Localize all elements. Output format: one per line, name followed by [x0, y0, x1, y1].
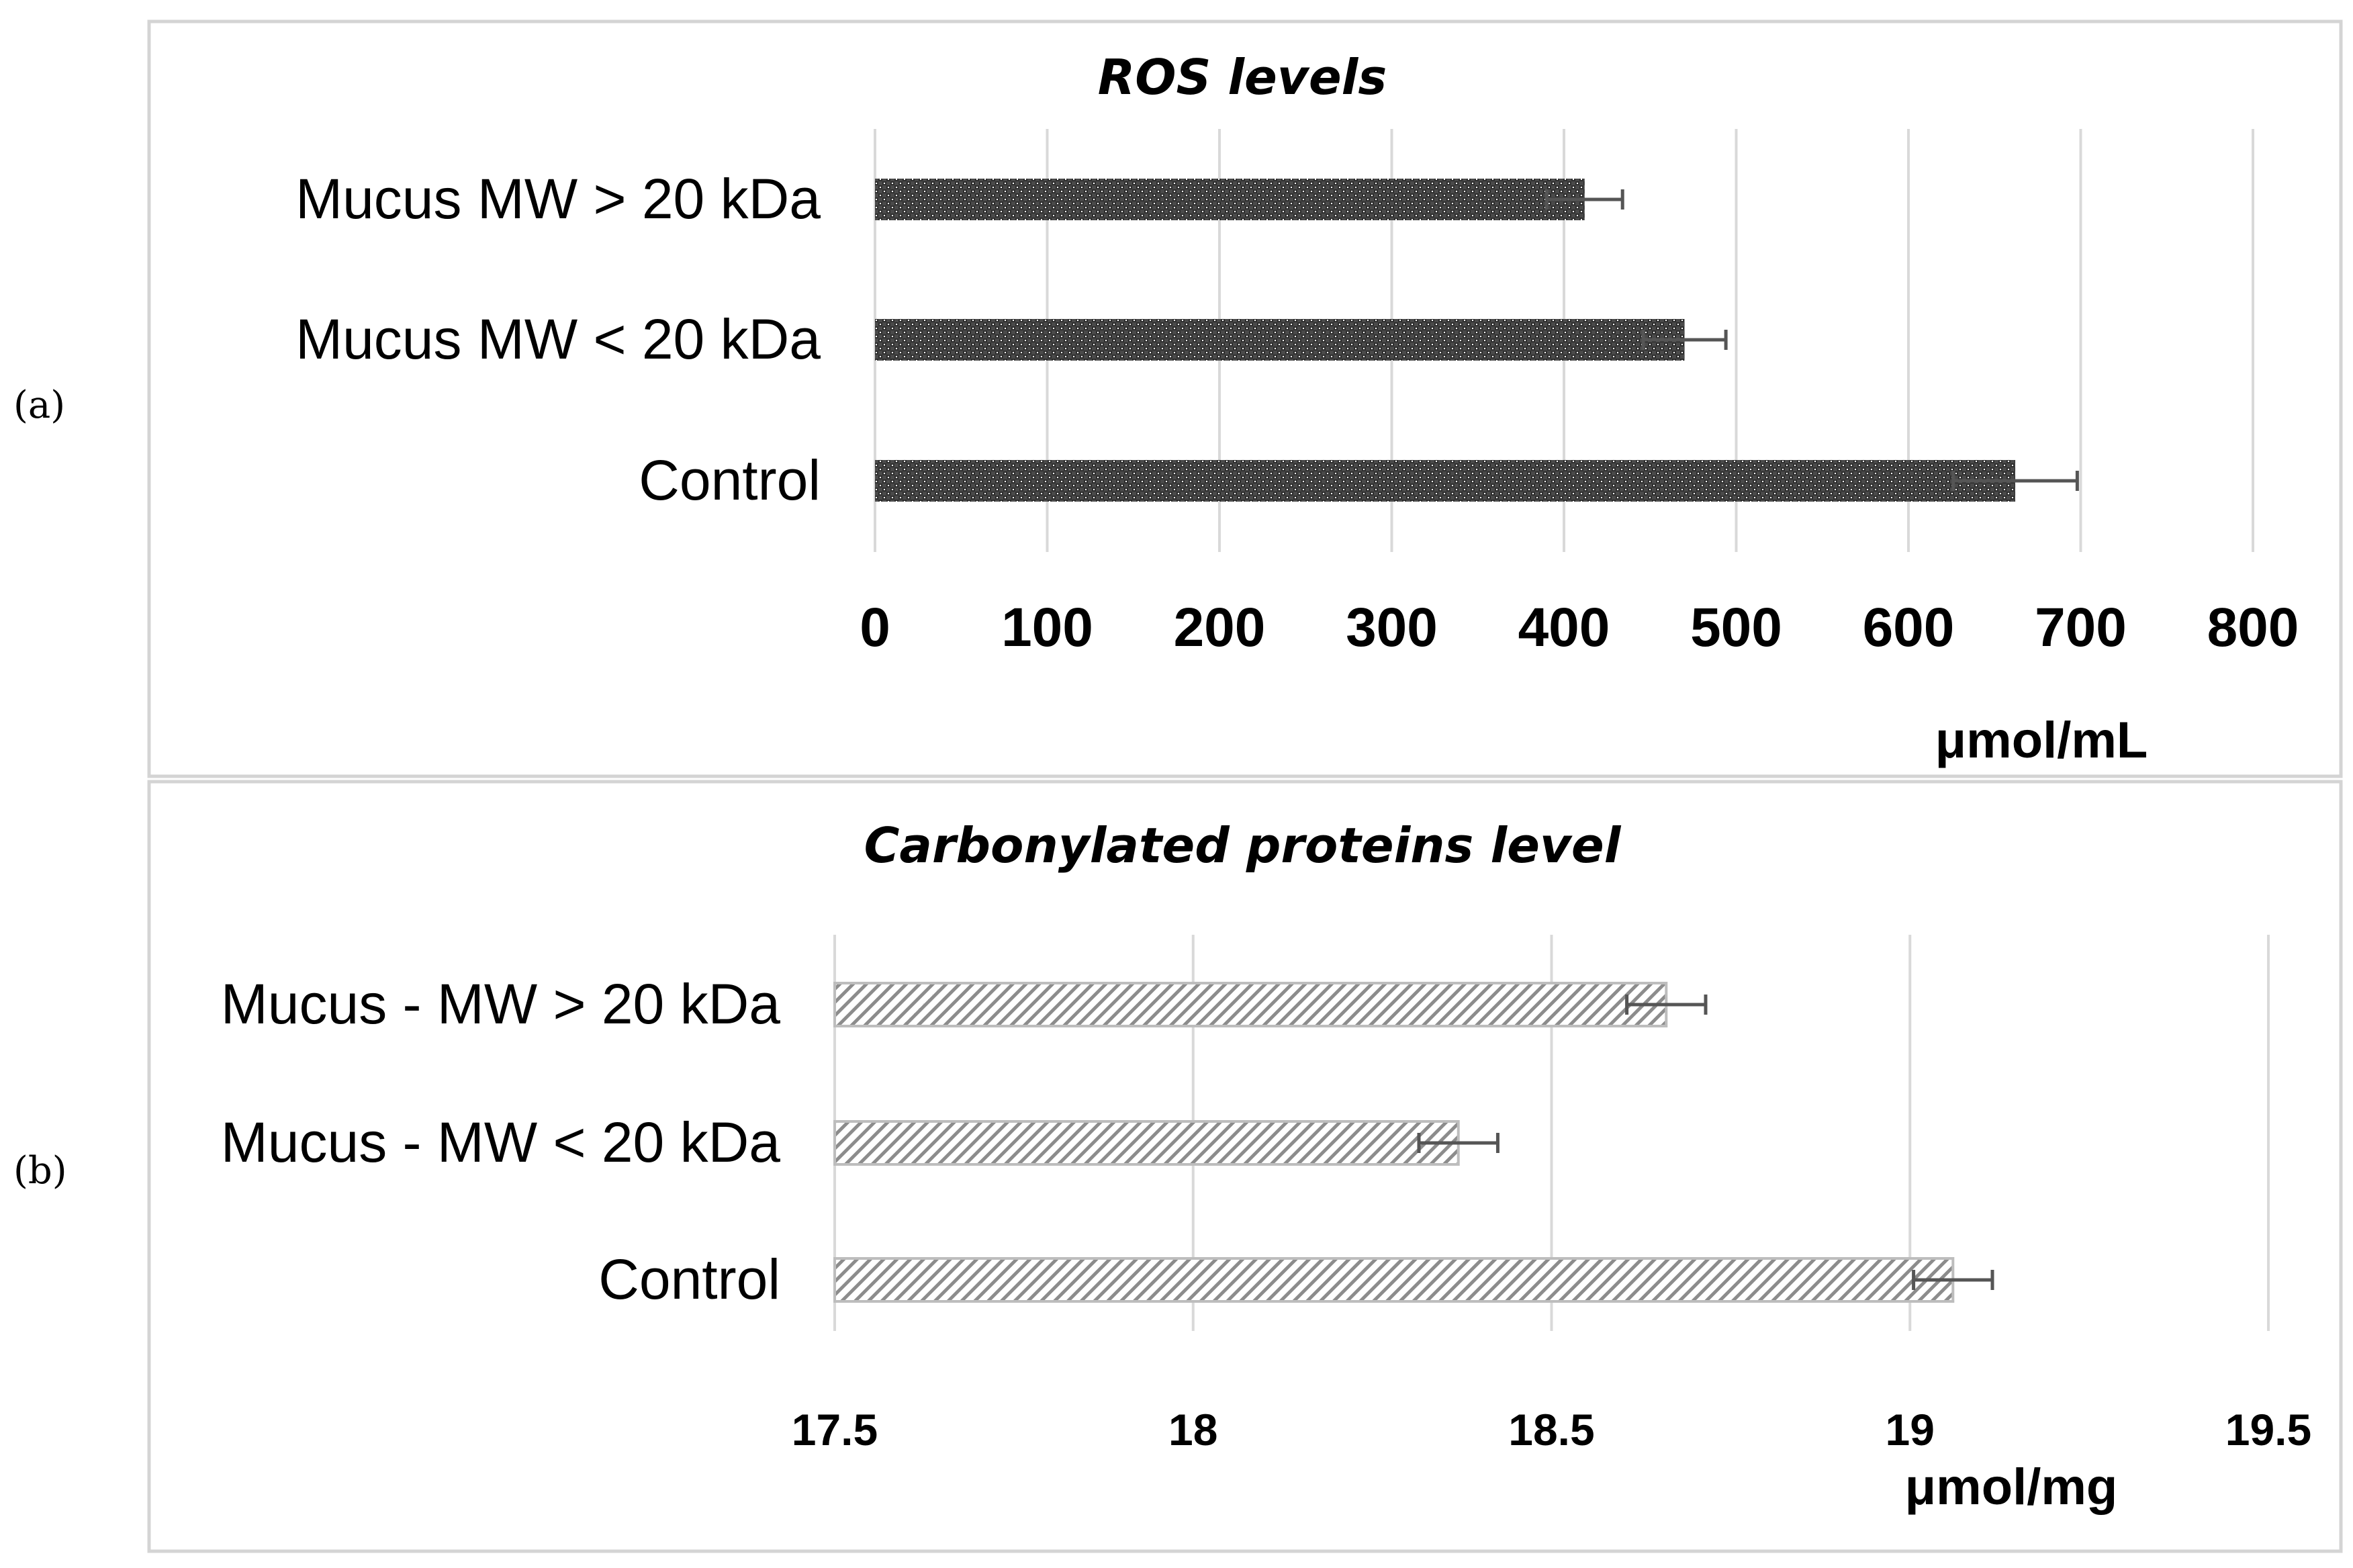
chart-b-tick-label: 17.5: [792, 1405, 878, 1455]
chart-b-category-label: Mucus - MW < 20 kDa: [221, 1111, 780, 1174]
panel-a-label: (a): [13, 383, 65, 427]
chart-a-tick-label: 800: [2207, 597, 2299, 658]
chart-a-error-bar: [1544, 189, 1624, 210]
chart-b-error-bar: [1625, 995, 1708, 1015]
chart-b-title: Carbonylated proteins level: [864, 817, 1622, 874]
chart-b-category-label: Control: [598, 1248, 780, 1311]
chart-b-category-label: Mucus - MW > 20 kDa: [221, 972, 780, 1035]
chart-b-error-bar: [1912, 1270, 1994, 1290]
chart-a-category-label: Mucus MW < 20 kDa: [295, 308, 821, 371]
chart-a-error-bar: [1951, 471, 2079, 491]
panel-a-frame: [147, 19, 2343, 778]
chart-a-bar: [875, 179, 1585, 220]
chart-a-bar: [875, 460, 2016, 502]
chart-b-tick-label: 19: [1886, 1405, 1935, 1455]
chart-b-bar: [833, 982, 1668, 1027]
chart-b-bar: [833, 1120, 1460, 1166]
chart-b-tick-label: 18: [1168, 1405, 1217, 1455]
chart-a-x-axis-label: μmol/mL: [1935, 712, 2148, 769]
chart-a-tick-label: 0: [860, 597, 890, 658]
chart-a-tick-label: 300: [1346, 597, 1438, 658]
chart-a-tick-label: 200: [1174, 597, 1266, 658]
chart-a-bar: [875, 319, 1685, 361]
chart-a-category-label: Mucus MW > 20 kDa: [295, 167, 821, 230]
chart-b-bar: [833, 1257, 1955, 1303]
chart-b-tick-label: 18.5: [1508, 1405, 1594, 1455]
chart-a-tick-label: 600: [1863, 597, 1955, 658]
chart-b-tick-label: 19.5: [2225, 1405, 2311, 1455]
chart-a-tick-label: 100: [1001, 597, 1093, 658]
panel-b-frame: [147, 780, 2343, 1553]
chart-a-title: ROS levels: [1098, 49, 1387, 105]
chart-a-tick-label: 500: [1690, 597, 1782, 658]
chart-a-error-bar: [1641, 330, 1728, 350]
chart-a-category-label: Control: [639, 449, 821, 512]
chart-b-error-bar: [1417, 1133, 1500, 1153]
chart-a-tick-label: 700: [2035, 597, 2127, 658]
chart-b-x-axis-label: μmol/mg: [1905, 1459, 2118, 1516]
panel-b-label: (b): [13, 1149, 67, 1193]
chart-a-tick-label: 400: [1518, 597, 1610, 658]
